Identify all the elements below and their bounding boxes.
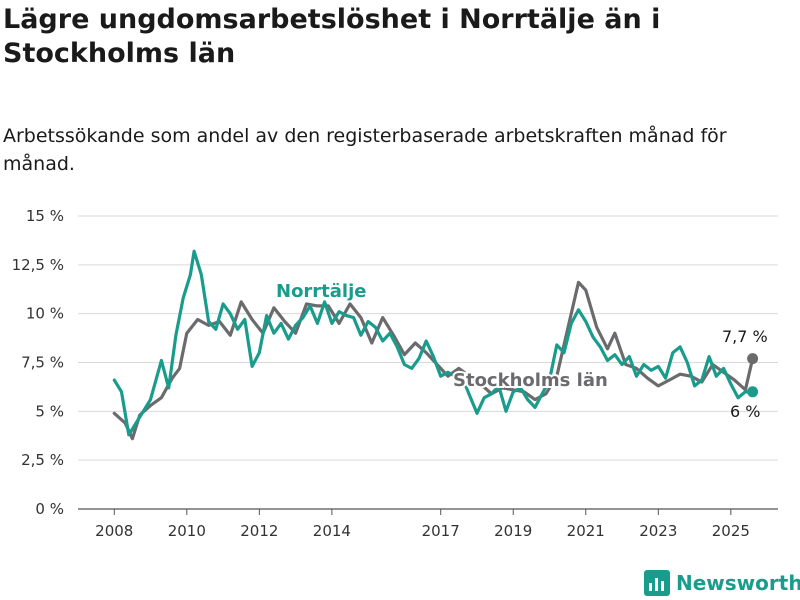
series-end-point xyxy=(747,353,759,365)
end-label-stockholm: 7,7 % xyxy=(722,327,768,346)
x-axis-ticks: 2008 2010 2012 2014 2017 2019 2021 2023 2025 xyxy=(95,509,750,540)
x-tick-label: 2010 xyxy=(168,522,206,540)
line-chart: 0 %2,5 %5 %7,5 %10 %12,5 %15 % 2008 2010 2… xyxy=(12,207,778,540)
x-tick-label: 2025 xyxy=(712,522,750,540)
y-tick-label: 7,5 % xyxy=(21,354,64,372)
x-tick-label: 2021 xyxy=(567,522,605,540)
y-tick-label: 0 % xyxy=(35,500,64,518)
x-tick-label: 2008 xyxy=(95,522,133,540)
annotations: Norrtälje Stockholms län 7,7 % 6 % xyxy=(276,281,768,421)
end-label-norrtalje: 6 % xyxy=(730,402,760,421)
y-tick-label: 5 % xyxy=(35,402,64,420)
series-end-point xyxy=(747,386,759,398)
x-tick-label: 2017 xyxy=(422,522,460,540)
x-tick-label: 2019 xyxy=(494,522,532,540)
y-tick-label: 10 % xyxy=(26,305,64,323)
chart-subtitle: Arbetssökande som andel av den registerb… xyxy=(3,125,727,175)
bar-chart-icon xyxy=(644,570,670,596)
series-lines xyxy=(112,249,759,441)
chart-title: Lägre ungdomsarbetslöshet i Norrtälje än… xyxy=(3,4,661,69)
brand-name: Newsworthy xyxy=(676,571,800,595)
newsworthy-logo: Newsworthy xyxy=(644,568,800,598)
series-label-stockholm: Stockholms län xyxy=(453,370,608,391)
y-tick-label: 2,5 % xyxy=(21,451,64,469)
gridlines xyxy=(78,215,778,510)
x-tick-label: 2012 xyxy=(240,522,278,540)
y-tick-label: 15 % xyxy=(26,207,64,225)
x-tick-label: 2014 xyxy=(313,522,351,540)
series-label-norrtalje: Norrtälje xyxy=(276,281,366,302)
x-tick-label: 2023 xyxy=(639,522,677,540)
y-tick-label: 12,5 % xyxy=(12,256,64,274)
y-axis-ticks: 0 % 2,5 % 5 % 7,5 % 10 % 12,5 % 15 % xyxy=(12,207,64,518)
series-line-norrtalje xyxy=(112,249,755,437)
